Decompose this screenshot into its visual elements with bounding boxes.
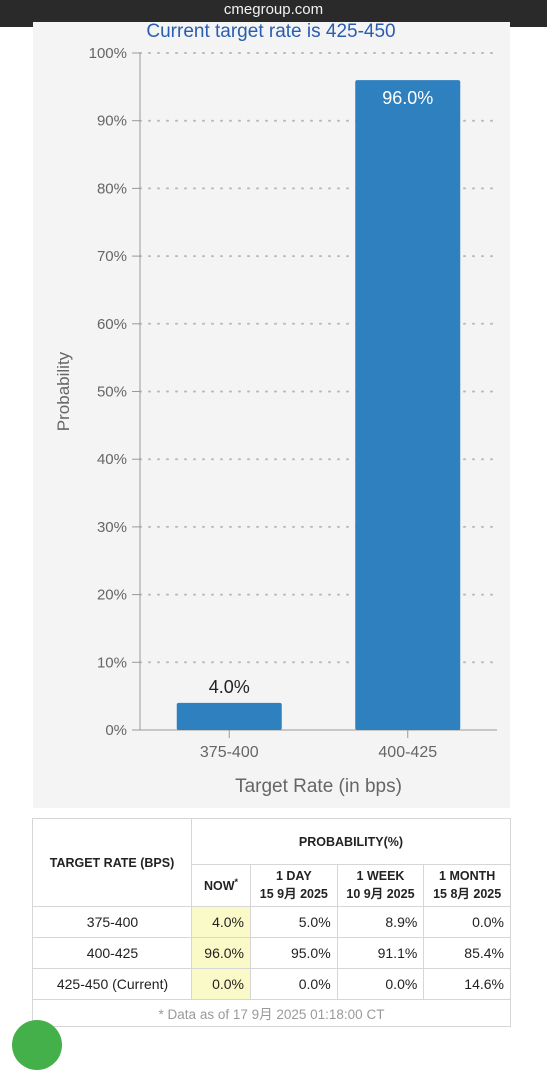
1month-cell: 85.4% (423, 937, 511, 969)
y-tick-label: 80% (97, 180, 127, 197)
y-tick-label: 20% (97, 587, 127, 604)
1month-cell: 0.0% (423, 906, 511, 938)
rate-cell: 375-400 (32, 906, 192, 938)
table-row: 425-450 (Current) 0.0% 0.0% 0.0% 14.6% (32, 968, 511, 1000)
period-date: 15 8月 2025 (433, 887, 502, 901)
y-tick-label: 100% (89, 45, 127, 62)
rate-cell: 400-425 (32, 937, 192, 969)
table-row: 400-425 96.0% 95.0% 91.1% 85.4% (32, 937, 511, 969)
now-cell: 96.0% (191, 937, 251, 969)
probability-header: PROBABILITY(%) (191, 818, 511, 865)
x-tick-label: 400-425 (378, 744, 437, 761)
1day-cell: 0.0% (250, 968, 338, 1000)
probability-table: TARGET RATE (BPS) PROBABILITY(%) NOW* 1 … (32, 818, 511, 1027)
period-label: 1 MONTH (439, 869, 496, 883)
probability-bar-chart: Current target rate is 425-450 0% 10% 20% 30… (54, 22, 498, 797)
y-tick-label: 90% (97, 113, 127, 130)
now-header: NOW* (191, 864, 251, 907)
1week-cell: 8.9% (336, 906, 425, 938)
y-tick-label: 0% (105, 722, 127, 739)
1week-cell: 91.1% (336, 937, 425, 969)
x-axis-title: Target Rate (in bps) (235, 776, 402, 797)
now-label: NOW (203, 879, 235, 894)
y-axis-title: Probability (54, 351, 73, 431)
x-tick-label: 375-400 (200, 744, 259, 761)
now-cell: 4.0% (191, 906, 251, 938)
bar-data-label: 4.0% (209, 677, 250, 697)
period-label: 1 DAY (275, 869, 312, 883)
1day-cell: 95.0% (250, 937, 338, 969)
bar-375-400 (176, 702, 282, 730)
url-title: cmegroup.com (223, 1, 324, 18)
footnote-row: * Data as of 17 9月 2025 01:18:00 CT (32, 999, 511, 1027)
y-tick-label: 30% (97, 519, 127, 536)
now-marker: * (234, 877, 239, 888)
period-date: 10 9月 2025 (346, 887, 415, 901)
chart-panel: Current target rate is 425-450 0% 10% 20% 30… (33, 22, 510, 808)
table-row: 375-400 4.0% 5.0% 8.9% 0.0% (32, 906, 511, 938)
y-tick-label: 50% (97, 384, 127, 401)
y-tick-label: 40% (97, 451, 127, 468)
now-cell: 0.0% (191, 968, 251, 1000)
chart-title: Current target rate is 425-450 (146, 22, 395, 42)
period-header-1day: 1 DAY 15 9月 2025 (250, 864, 338, 907)
y-tick-label: 60% (97, 316, 127, 333)
1day-cell: 5.0% (250, 906, 338, 938)
target-rate-header: TARGET RATE (BPS) (32, 818, 192, 907)
floating-action-button[interactable] (12, 1020, 62, 1070)
y-tick-label: 10% (97, 654, 127, 671)
bar-400-425 (355, 80, 461, 730)
period-label: 1 WEEK (356, 869, 405, 883)
period-date: 15 9月 2025 (259, 887, 328, 901)
bar-data-label: 96.0% (382, 88, 433, 108)
data-timestamp-footnote: * Data as of 17 9月 2025 01:18:00 CT (32, 999, 511, 1027)
rate-cell: 425-450 (Current) (32, 968, 192, 1000)
period-header-1week: 1 WEEK 10 9月 2025 (336, 864, 425, 907)
1month-cell: 14.6% (423, 968, 511, 1000)
1week-cell: 0.0% (336, 968, 425, 1000)
period-header-1month: 1 MONTH 15 8月 2025 (423, 864, 511, 907)
y-tick-label: 70% (97, 248, 127, 265)
